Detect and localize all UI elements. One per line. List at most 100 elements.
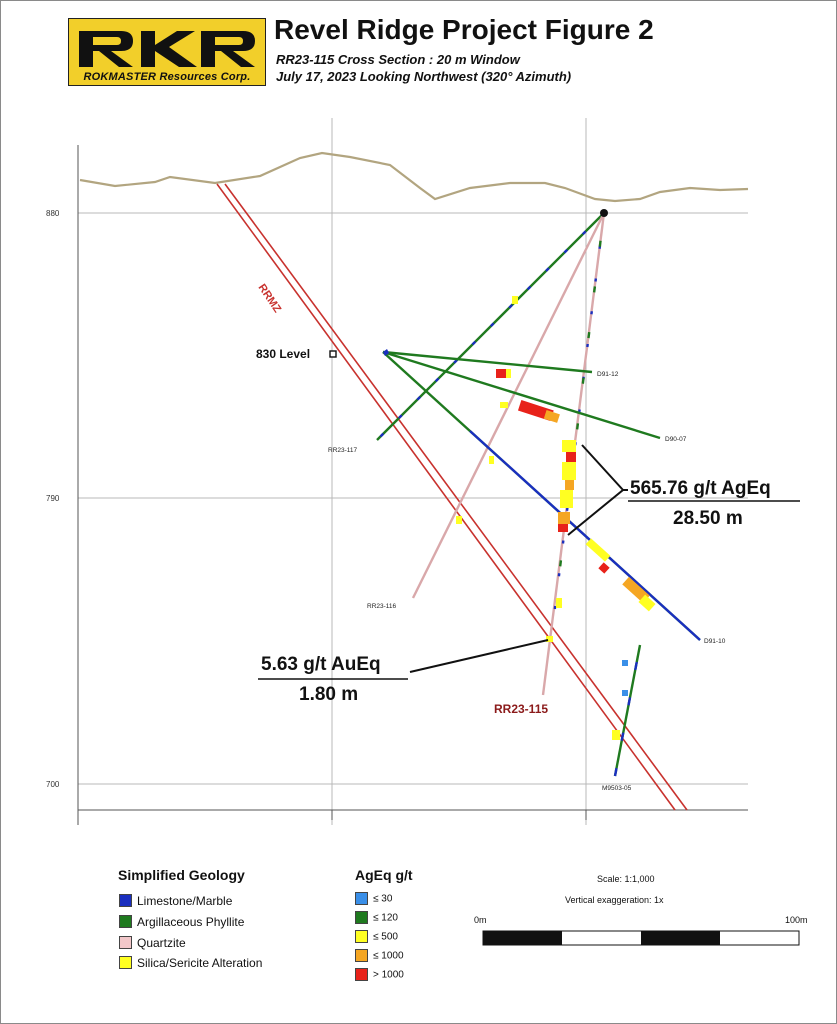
silica-alteration-swatch xyxy=(119,956,132,970)
grade-legend-label: > 1000 xyxy=(373,969,404,981)
geology-legend-item: Argillaceous Phyllite xyxy=(119,913,245,929)
intercept-main-grade: 565.76 g/t AgEq xyxy=(630,478,771,499)
assay-interval xyxy=(543,410,560,423)
intercept-lower-grade: 5.63 g/t AuEq xyxy=(261,654,381,675)
grade-legend-label: ≤ 120 xyxy=(373,912,398,924)
assay-interval xyxy=(500,402,508,408)
assay-interval xyxy=(565,480,574,490)
limestone-swatch xyxy=(119,894,132,908)
surface-collar xyxy=(600,209,608,217)
grade-swatch-1000 xyxy=(355,949,368,963)
drill-hole-d90-07 xyxy=(382,350,661,440)
assay-interval xyxy=(546,636,553,642)
assay-interval xyxy=(566,452,576,462)
geology-legend-item: Silica/Sericite Alteration xyxy=(119,954,263,970)
geology-legend-label: Quartzite xyxy=(137,935,186,950)
rokmaster-logo: ROKMASTER Resources Corp. xyxy=(68,18,266,86)
grade-legend-title: AgEq g/t xyxy=(355,867,413,883)
scale-ratio: Scale: 1:1,000 xyxy=(597,874,655,884)
intercept-lower-width: 1.80 m xyxy=(299,684,358,705)
underground-collar xyxy=(383,349,389,356)
drill-hole-d91-10-limestone xyxy=(469,430,701,641)
intercept-lower-leader xyxy=(409,639,549,673)
assay-interval xyxy=(506,369,511,378)
drill-hole-rr23-117-limestone xyxy=(376,212,605,441)
geology-legend-item: Limestone/Marble xyxy=(119,892,233,908)
grade-swatch-500 xyxy=(355,930,368,944)
assay-intervals xyxy=(456,296,656,740)
elevation-label-790: 790 xyxy=(46,494,60,503)
drill-hole-rr23-116 xyxy=(411,212,606,599)
grade-legend-item: ≤ 30 xyxy=(355,890,393,906)
scale-bar-segment xyxy=(483,931,562,945)
assay-interval xyxy=(638,594,656,612)
fault-footwall xyxy=(224,183,688,811)
geology-legend-title: Simplified Geology xyxy=(118,867,245,883)
geology-legend-label: Silica/Sericite Alteration xyxy=(137,955,263,970)
phyllite-swatch xyxy=(119,915,132,929)
assay-interval xyxy=(558,524,568,532)
rkr-logo-mark xyxy=(79,31,255,67)
intercept-main-width: 28.50 m xyxy=(673,508,743,529)
topography-line xyxy=(79,151,749,203)
hole-label-rr23-115: RR23-115 xyxy=(494,702,548,716)
fault-label-rrmz: RRMZ xyxy=(256,282,284,315)
figure-subtitle-date: July 17, 2023 Looking Northwest (320° Az… xyxy=(276,69,572,84)
grade-legend-label: ≤ 1000 xyxy=(373,950,404,962)
grade-legend-item: ≤ 500 xyxy=(355,928,398,944)
scale-bar-segment xyxy=(641,931,720,945)
vertical-exaggeration: Vertical exaggeration: 1x xyxy=(565,895,664,905)
hole-label-d91-12: D91-12 xyxy=(597,371,619,378)
assay-interval xyxy=(622,660,628,666)
hole-label-d91-10: D91-10 xyxy=(704,638,726,645)
quartzite-swatch xyxy=(119,936,132,950)
hole-label-m9503-05: M9503-05 xyxy=(602,785,632,792)
grade-swatch-over-1000 xyxy=(355,968,368,982)
scale-label-start: 0m xyxy=(474,915,487,925)
assay-interval xyxy=(556,598,562,608)
assay-interval xyxy=(456,516,462,524)
assay-interval xyxy=(489,456,494,464)
assay-interval xyxy=(585,538,611,562)
assay-interval xyxy=(622,690,628,696)
level-830-label: 830 Level xyxy=(256,347,310,361)
grade-swatch-120 xyxy=(355,911,368,925)
grade-legend-item: ≤ 1000 xyxy=(355,947,404,963)
assay-interval xyxy=(622,576,650,604)
assay-interval xyxy=(496,369,506,378)
hole-label-rr23-117: RR23-117 xyxy=(328,447,358,454)
elevation-label-880: 880 xyxy=(46,209,60,218)
rrmz-fault-zone xyxy=(216,183,688,811)
scale-label-end: 100m xyxy=(785,915,808,925)
drill-hole-d91-12 xyxy=(382,350,593,374)
assay-interval xyxy=(562,440,576,452)
figure-title: Revel Ridge Project Figure 2 xyxy=(274,14,654,45)
fault-hangingwall xyxy=(216,183,676,811)
assay-interval xyxy=(562,462,576,480)
assay-interval xyxy=(558,512,570,524)
underground-drill-fan xyxy=(382,350,701,777)
grade-legend-label: ≤ 30 xyxy=(373,893,393,905)
hole-label-d90-07: D90-07 xyxy=(665,436,687,443)
logo-subtext: ROKMASTER Resources Corp. xyxy=(83,71,251,83)
assay-interval xyxy=(598,562,610,574)
grade-swatch-30 xyxy=(355,892,368,906)
hole-label-rr23-116: RR23-116 xyxy=(367,603,397,610)
grade-legend-item: ≤ 120 xyxy=(355,909,398,925)
section-grid xyxy=(78,118,748,825)
assay-interval xyxy=(612,730,620,740)
grade-legend-item: > 1000 xyxy=(355,966,404,982)
intercept-main-leader xyxy=(567,444,625,536)
geology-legend-label: Limestone/Marble xyxy=(137,893,233,908)
geology-legend-label: Argillaceous Phyllite xyxy=(137,914,245,929)
geology-legend-item: Quartzite xyxy=(119,934,186,950)
assay-interval xyxy=(560,490,573,508)
figure-subtitle-section: RR23-115 Cross Section : 20 m Window xyxy=(276,52,520,67)
elevation-label-700: 700 xyxy=(46,780,60,789)
drill-hole-rr23-117 xyxy=(376,212,605,441)
drill-hole-m9503-05-limestone xyxy=(613,644,642,777)
assay-interval xyxy=(512,296,518,304)
level-830-marker xyxy=(329,350,337,358)
scale-bar xyxy=(482,930,800,946)
